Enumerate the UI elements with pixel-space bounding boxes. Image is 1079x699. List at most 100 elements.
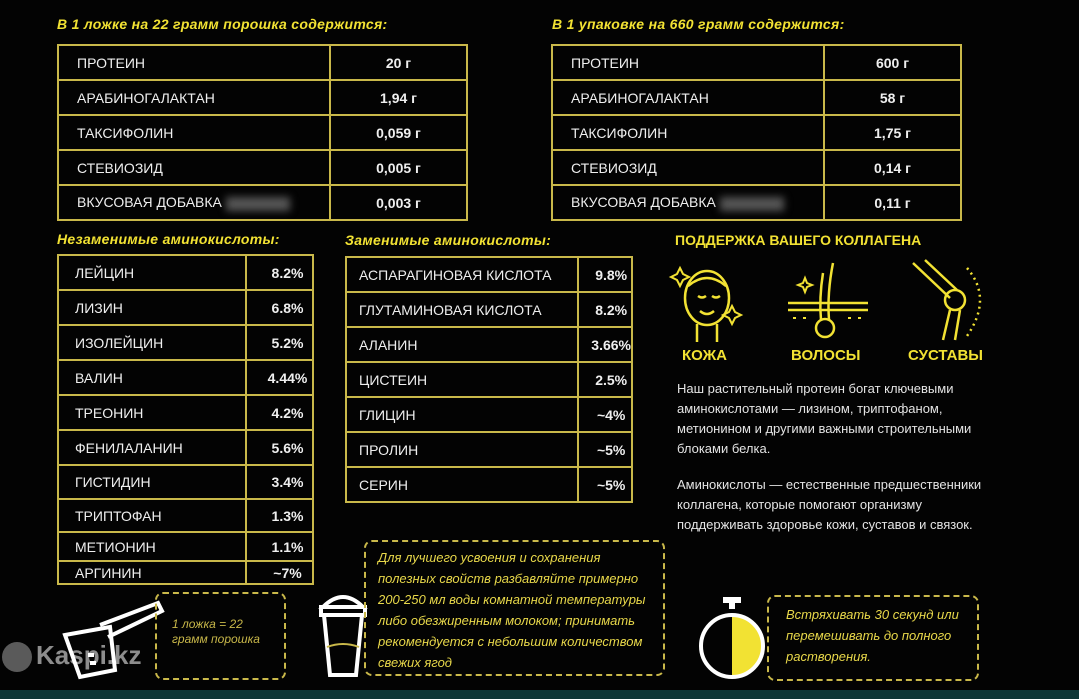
dilution-tip-box (364, 540, 665, 676)
per-scoop-table: ПРОТЕИН 20 г АРАБИНОГАЛАКТАН 1,94 г ТАКСИФОЛ… (57, 44, 468, 221)
table-row: СТЕВИОЗИД 0,14 г (551, 149, 962, 186)
shaker-icon (318, 595, 368, 677)
row-value: 0,005 г (329, 149, 468, 186)
row-name-text: ВКУСОВАЯ ДОБАВКА (571, 194, 716, 211)
table-row: ТРЕОНИН 4.2% (57, 394, 314, 431)
row-value: ~5% (577, 431, 633, 468)
table-row: ВКУСОВАЯ ДОБАВКА 0,11 г (551, 184, 962, 221)
row-value: 0,003 г (329, 184, 468, 221)
row-name-text: ПРОТЕИН (571, 54, 640, 71)
row-name-text: АРАБИНОГАЛАКТАН (77, 89, 215, 106)
row-name: ГИСТИДИН (57, 464, 247, 500)
row-value: ~7% (245, 560, 314, 585)
dilution-tip-text: Для лучшего усвоения и сохранения полезн… (378, 550, 646, 670)
row-name-text: ТРИПТОФАН (75, 507, 162, 524)
row-name: ЛИЗИН (57, 289, 247, 326)
table-row: ЦИСТЕИН 2.5% (344, 361, 633, 398)
table-row: ПРОТЕИН 20 г (57, 44, 468, 81)
row-name: ПРОТЕИН (551, 44, 825, 81)
row-name-text: ЛЕЙЦИН (75, 264, 135, 281)
row-value: 5.6% (245, 429, 314, 466)
row-value: 0,059 г (329, 114, 468, 151)
blurred-text (719, 196, 784, 211)
table-row: ЛЕЙЦИН 8.2% (57, 254, 314, 291)
row-value: 0,11 г (823, 184, 962, 221)
table-row: МЕТИОНИН 1.1% (57, 531, 314, 562)
row-name: ТАКСИФОЛИН (57, 114, 331, 151)
row-name: ГЛУТАМИНОВАЯ КИСЛОТА (344, 291, 580, 328)
joints-label: СУСТАВЫ (908, 347, 983, 364)
row-value: ~4% (577, 396, 633, 433)
essential-table: ЛЕЙЦИН 8.2% ЛИЗИН 6.8% ИЗОЛЕЙЦИН 5.2% ВАЛИН 4.4… (57, 254, 314, 585)
row-value: 9.8% (577, 256, 633, 293)
row-name-text: ТАКСИФОЛИН (77, 124, 174, 141)
row-name-text: ГЛУТАМИНОВАЯ КИСЛОТА (359, 301, 542, 318)
table-row: ГЛИЦИН ~4% (344, 396, 633, 433)
essential-title: Незаменимые аминокислоты: (57, 231, 280, 247)
row-value: 1,75 г (823, 114, 962, 151)
table-row: ТРИПТОФАН 1.3% (57, 498, 314, 533)
row-name-text: ИЗОЛЕЙЦИН (75, 334, 164, 351)
table-row: ТАКСИФОЛИН 1,75 г (551, 114, 962, 151)
collagen-paragraph-2: Аминокислоты — естественные предшественн… (677, 477, 982, 532)
table-row: ПРОЛИН ~5% (344, 431, 633, 468)
row-name: ТАКСИФОЛИН (551, 114, 825, 151)
row-value: 600 г (823, 44, 962, 81)
row-name-text: АРГИНИН (75, 564, 142, 581)
kaspi-logo-icon (2, 642, 32, 673)
row-name-text: ЛИЗИН (75, 299, 123, 316)
row-value: 1.1% (245, 531, 314, 562)
row-value: 0,14 г (823, 149, 962, 186)
row-value: 5.2% (245, 324, 314, 361)
row-name-text: ТРЕОНИН (75, 404, 144, 421)
row-name: ВКУСОВАЯ ДОБАВКА (57, 184, 331, 221)
row-name: ВАЛИН (57, 359, 247, 396)
face-icon (668, 265, 744, 342)
row-name: ТРИПТОФАН (57, 498, 247, 533)
row-name: ЦИСТЕИН (344, 361, 580, 398)
row-name: СЕРИН (344, 466, 580, 503)
row-name-text: ПРОЛИН (359, 441, 419, 458)
shake-tip-text: Встряхивать 30 секунд или перемешивать д… (786, 607, 959, 664)
table-row: АЛАНИН 3.66% (344, 326, 633, 363)
per-pack-title: В 1 упаковке на 660 грамм содержится: (552, 16, 845, 32)
row-name-text: СТЕВИОЗИД (571, 159, 657, 176)
row-name-text: СЕРИН (359, 476, 408, 493)
row-value: 3.66% (577, 326, 633, 363)
row-name: АЛАНИН (344, 326, 580, 363)
row-value: 8.2% (245, 254, 314, 291)
row-name: ПРОТЕИН (57, 44, 331, 81)
row-name-text: МЕТИОНИН (75, 538, 156, 555)
table-row: АСПАРАГИНОВАЯ КИСЛОТА 9.8% (344, 256, 633, 293)
collagen-paragraph-1: Наш растительный протеин богат ключевыми… (677, 381, 972, 456)
row-name: ТРЕОНИН (57, 394, 247, 431)
row-name: ИЗОЛЕЙЦИН (57, 324, 247, 361)
per-scoop-title: В 1 ложке на 22 грамм порошка содержится… (57, 16, 388, 32)
row-name-text: ВАЛИН (75, 369, 123, 386)
row-name: АРАБИНОГАЛАКТАН (57, 79, 331, 116)
table-row: АРАБИНОГАЛАКТАН 1,94 г (57, 79, 468, 116)
row-name: ЛЕЙЦИН (57, 254, 247, 291)
table-row: ВКУСОВАЯ ДОБАВКА 0,003 г (57, 184, 468, 221)
row-name-text: ВКУСОВАЯ ДОБАВКА (77, 194, 222, 211)
per-pack-table: ПРОТЕИН 600 г АРАБИНОГАЛАКТАН 58 г ТАКСИФОЛИ… (551, 44, 962, 221)
knee-joint-icon (912, 259, 982, 341)
row-name-text: ПРОТЕИН (77, 54, 146, 71)
table-row: АРГИНИН ~7% (57, 560, 314, 585)
row-value: ~5% (577, 466, 633, 503)
shake-tip-box (767, 595, 979, 681)
row-name-text: ФЕНИЛАЛАНИН (75, 439, 183, 456)
table-row: ЛИЗИН 6.8% (57, 289, 314, 326)
table-row: ВАЛИН 4.44% (57, 359, 314, 396)
bottom-bar (0, 690, 1079, 699)
row-name: АРАБИНОГАЛАКТАН (551, 79, 825, 116)
row-name: АСПАРАГИНОВАЯ КИСЛОТА (344, 256, 580, 293)
table-row: ФЕНИЛАЛАНИН 5.6% (57, 429, 314, 466)
table-row: АРАБИНОГАЛАКТАН 58 г (551, 79, 962, 116)
table-row: ГЛУТАМИНОВАЯ КИСЛОТА 8.2% (344, 291, 633, 328)
row-value: 8.2% (577, 291, 633, 328)
row-name: МЕТИОНИН (57, 531, 247, 562)
kaspi-watermark: Kaspi.kz (2, 640, 142, 673)
row-value: 4.44% (245, 359, 314, 396)
table-row: ТАКСИФОЛИН 0,059 г (57, 114, 468, 151)
